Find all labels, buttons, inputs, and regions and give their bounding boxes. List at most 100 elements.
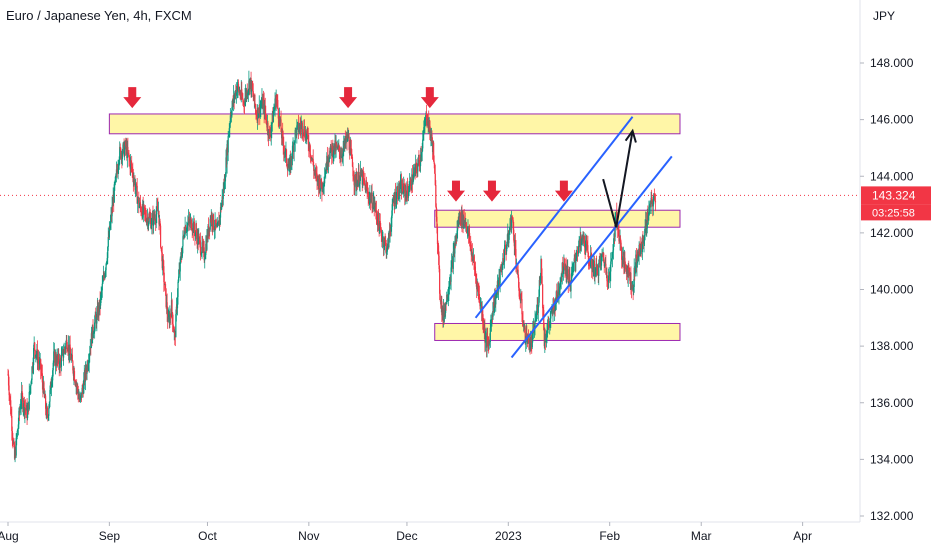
candle-body <box>473 262 476 270</box>
candle-body <box>299 125 301 128</box>
candle-body <box>231 99 234 107</box>
candle-body <box>35 354 37 357</box>
candle-body <box>482 309 484 323</box>
candle-body <box>267 122 269 134</box>
candle-body <box>65 343 67 350</box>
candle-body <box>130 161 132 164</box>
candle-body <box>251 81 253 90</box>
candle-body <box>101 290 103 292</box>
candle-body <box>211 215 213 225</box>
candle-body <box>574 258 576 261</box>
candle-body <box>381 236 383 242</box>
candle-body <box>522 320 524 327</box>
candle-body <box>62 349 64 358</box>
candle-body <box>570 272 573 283</box>
candle-body <box>423 126 425 128</box>
candle-body <box>128 153 130 159</box>
candle-body <box>537 305 539 314</box>
candle-body <box>395 193 398 202</box>
candle-body <box>58 354 60 365</box>
candle-body <box>76 384 78 387</box>
candle-body <box>438 255 440 269</box>
candle-body <box>215 219 217 226</box>
candle-body <box>272 112 275 123</box>
candle-body <box>648 206 650 216</box>
candle-body <box>648 205 651 207</box>
candle-body <box>647 215 649 221</box>
candle-body <box>542 284 544 309</box>
down-arrow-icon <box>420 87 439 109</box>
candle-body <box>630 272 632 289</box>
candle-body <box>416 164 418 170</box>
candle-body <box>586 243 588 246</box>
candle-body <box>88 363 90 366</box>
candle-body <box>148 216 150 223</box>
candle-body <box>549 318 551 321</box>
candle-body <box>368 196 370 201</box>
candle-body <box>48 408 50 416</box>
candle-body <box>603 253 605 261</box>
x-tick-label: Oct <box>198 529 217 543</box>
last-price-label: 143.324 <box>872 188 916 202</box>
candle-body <box>351 157 354 167</box>
candle-body <box>388 231 390 247</box>
candle-body <box>109 221 112 229</box>
candle-body <box>26 405 28 419</box>
candle-body <box>89 347 91 354</box>
candle-body <box>367 191 369 192</box>
candle-body <box>171 300 173 313</box>
candle-body <box>290 156 292 170</box>
candle-body <box>273 107 276 111</box>
candle-body <box>573 262 575 265</box>
candle-body <box>382 237 385 248</box>
candle-body <box>435 206 437 217</box>
candle-body <box>612 246 615 251</box>
candle-body <box>628 264 630 271</box>
candle-body <box>185 230 187 233</box>
candle-body <box>195 230 198 237</box>
candle-body <box>638 244 640 257</box>
candle-body <box>290 156 292 161</box>
candle-body <box>572 264 574 271</box>
candle-body <box>516 264 518 274</box>
candle-body <box>451 262 453 268</box>
candle-body <box>120 148 122 159</box>
candle-body <box>625 265 627 272</box>
candle-body <box>190 217 192 229</box>
candle-body <box>16 437 18 438</box>
candle-body <box>386 251 388 254</box>
candle-body <box>431 134 433 142</box>
candle-body <box>264 105 266 114</box>
candle-body <box>518 277 520 288</box>
candle-body <box>591 257 593 269</box>
projection-arrowhead <box>624 128 637 143</box>
candle-body <box>627 264 629 278</box>
candle-body <box>375 204 377 211</box>
candle-body <box>323 183 325 185</box>
candle-body <box>339 151 341 158</box>
candle-body <box>66 348 69 351</box>
candle-body <box>155 214 157 223</box>
candle-body <box>652 199 654 207</box>
candle-body <box>164 284 167 289</box>
candle-body <box>239 92 241 97</box>
candle-body <box>157 207 159 212</box>
candle-body <box>379 221 381 228</box>
candle-body <box>311 157 313 160</box>
candle-body <box>228 135 230 137</box>
candle-body <box>506 246 508 252</box>
candle-body <box>391 204 393 216</box>
candle-body <box>307 136 309 145</box>
candle-body <box>55 355 57 363</box>
candle-body <box>66 339 68 349</box>
candle-body <box>594 275 596 276</box>
candle-body <box>131 168 133 170</box>
candle-body <box>260 106 262 108</box>
candle-body <box>398 183 400 193</box>
candle-body <box>326 155 328 167</box>
candle-body <box>381 238 384 242</box>
candle-body <box>119 146 121 160</box>
candle-body <box>34 342 36 351</box>
candle-body <box>362 173 364 179</box>
